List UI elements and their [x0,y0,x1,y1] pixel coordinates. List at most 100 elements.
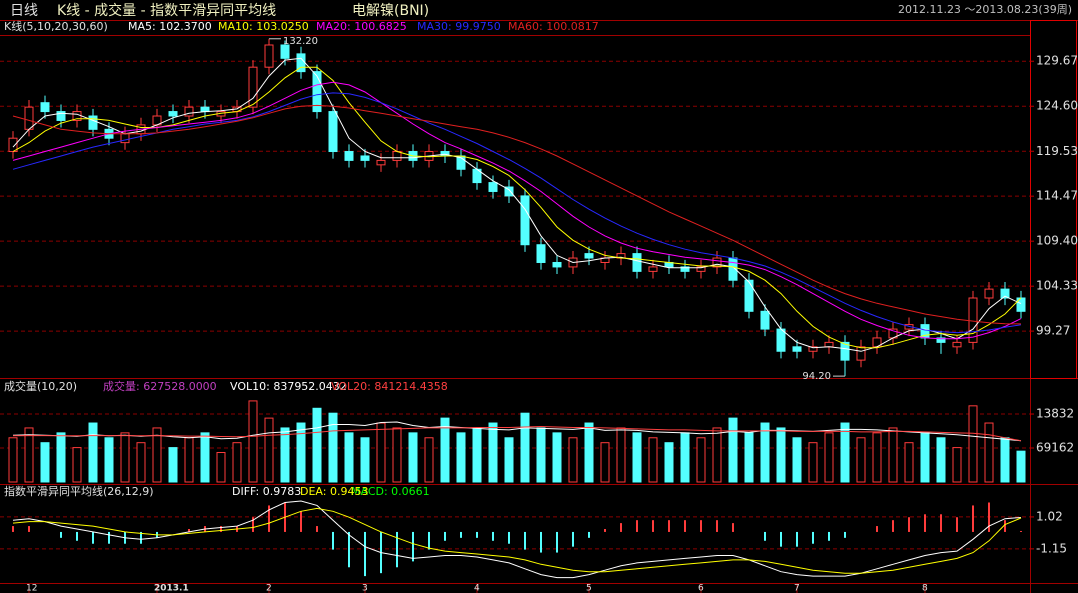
series-line [12,92,1022,334]
candle-body [56,111,66,121]
volume-bar [248,400,258,483]
volume-bar [920,432,930,483]
candle-body [312,71,322,113]
candle-body [376,159,386,166]
legend-entry: MA30: 99.9750 [417,20,501,33]
volume-bar [328,412,338,483]
volume-bar [808,442,818,483]
legend-entry: VOL20: 841214.4358 [331,380,448,393]
candle-body [792,346,802,352]
candle-body [744,279,754,312]
volume-bar [600,442,610,483]
candle-body [808,346,818,352]
candle-body [184,106,194,117]
volume-bar [888,427,898,483]
y-tick-label: 69162 [1036,441,1074,455]
series-line [12,421,1022,442]
volume-bar [696,437,706,483]
x-tick-label: 6 [698,584,704,593]
date-range: 2012.11.23 ～2013.08.23(39周) [898,3,1072,16]
candle-body [936,337,946,343]
candle-body [648,266,658,272]
volume-bar [104,437,114,483]
annotation: 94.20 [802,371,831,382]
candle-body [712,257,722,268]
volume-bar [712,427,722,483]
x-tick-label: 12 [26,584,37,593]
volume-bar [504,437,514,483]
volume-bar [472,427,482,483]
candle-body [696,266,706,272]
volume-bar [632,432,642,483]
legend-entry: DIFF: 0.9783 [232,485,301,498]
y-tick-label: 119.53 [1036,144,1078,158]
volume-bar [824,432,834,483]
title: K线 - 成交量 - 指数平滑异同平均线 [57,2,276,19]
candle-body [360,155,370,161]
series-line [12,500,1022,579]
volume-bar [440,417,450,483]
symbol: 电解镍(BNI) [352,3,429,19]
volume-bar [424,437,434,483]
volume-bar [264,417,274,483]
candle-body [584,253,594,259]
candle-body [40,102,50,113]
candle-body [520,195,530,246]
candle-body [200,106,210,113]
y-tick-label: 114.47 [1036,189,1078,203]
volume-bar [296,422,306,483]
volume-bar [376,422,386,483]
volume-bar [616,427,626,483]
histogram-legend: MACD: 0.0661 [351,485,430,498]
volume-bar [312,407,322,483]
volume-bar [856,437,866,483]
legend-entry: DEA: 0.9453 [300,485,368,498]
candle-body [968,297,978,343]
candle-body [392,151,402,161]
x-tick-label: 2 [266,584,272,593]
y-tick-label: 13832 [1036,407,1074,421]
candle-body [1000,288,1010,299]
candle-body [984,288,994,299]
volume-bar [680,432,690,483]
volume-bar [728,417,738,483]
candle-body [328,111,338,153]
candle-body [536,244,546,263]
volume-bar [1016,450,1026,483]
volume-bar [760,422,770,483]
volume-bar [968,405,978,483]
candle-body [8,137,18,153]
candle-body [776,328,786,352]
volume-bar [536,427,546,483]
panel-title: 成交量(10,20) [4,379,77,393]
volume-bar [568,437,578,483]
candle-body [952,341,962,348]
panel-title: 指数平滑异同平均线(26,12,9) [4,484,154,498]
x-tick-label: 5 [586,584,592,593]
volume-bar [488,422,498,483]
legend-entry: MA60: 100.0817 [508,20,599,33]
series-line [12,507,1022,574]
volume-bar [1000,437,1010,483]
series-line [12,425,1022,442]
volume-bar [648,437,658,483]
volume-bar [232,442,242,483]
x-tick-label: 2013.1 [154,584,189,593]
volume-bar [552,432,562,483]
candle-body [488,182,498,192]
volume-bar [8,437,18,483]
volume-bar [520,412,530,483]
y-tick-label: 104.33 [1036,279,1078,293]
candle-body [280,44,290,59]
volume-bar [456,432,466,483]
x-tick-label: 3 [362,584,368,593]
candle-body [680,266,690,272]
y-tick-label: 1.02 [1036,509,1063,523]
volume-bar [88,422,98,483]
y-tick-label: 124.60 [1036,99,1078,113]
candle-body [824,341,834,348]
legend-entry: MA20: 100.6825 [316,20,407,33]
y-tick-label: 129.67 [1036,54,1078,68]
